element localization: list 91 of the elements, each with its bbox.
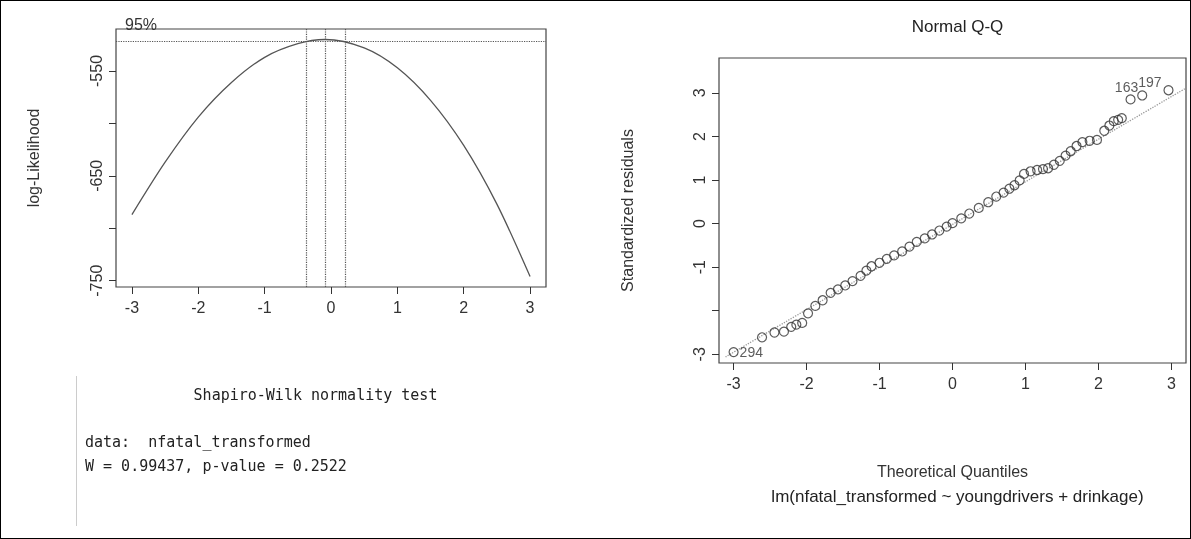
x-tick-label: 2	[1093, 374, 1103, 392]
point	[756, 332, 768, 343]
point	[1054, 155, 1065, 166]
point	[904, 241, 915, 252]
text: data: nfatal_transformed	[85, 432, 312, 453]
point	[889, 250, 900, 261]
point	[855, 270, 866, 281]
point	[934, 225, 945, 236]
point	[1004, 183, 1015, 194]
point	[791, 319, 802, 330]
point	[947, 218, 958, 229]
x-tick-label: -2	[799, 374, 814, 392]
point	[1125, 94, 1136, 105]
point	[1108, 116, 1119, 127]
point	[926, 229, 938, 240]
x-tick-label: 1	[1021, 374, 1031, 392]
point	[802, 308, 814, 319]
point	[825, 287, 836, 298]
point	[810, 300, 821, 312]
point	[1099, 125, 1110, 136]
point	[1077, 136, 1088, 148]
point	[1060, 150, 1071, 161]
point	[956, 213, 967, 224]
point	[847, 275, 858, 287]
y-tick-label: 0	[690, 219, 708, 229]
point	[1065, 146, 1076, 157]
y-tick-label: 3	[690, 88, 708, 98]
text: lm(nfatal_transformed ~ youngdrivers + drinkage)	[771, 487, 1144, 506]
point	[1037, 164, 1049, 175]
point	[1018, 168, 1030, 179]
point	[1163, 85, 1174, 96]
x-tick-label: 1	[392, 298, 402, 316]
y-tick-label: -750	[87, 264, 105, 297]
y-tick-label: -3	[690, 347, 708, 362]
point	[728, 347, 739, 358]
y-tick-label: 2	[690, 131, 708, 141]
point	[1091, 134, 1103, 146]
y-tick-label: -650	[87, 159, 105, 192]
annotation: 95%	[125, 15, 158, 33]
point	[1014, 175, 1025, 186]
point	[1043, 163, 1054, 174]
x-tick-label: 2	[459, 298, 469, 316]
point	[919, 233, 930, 244]
point	[832, 284, 844, 295]
y-tick-label: -1	[690, 259, 708, 275]
x-tick-label: -1	[872, 374, 887, 392]
point	[1084, 135, 1095, 146]
point	[1071, 140, 1082, 152]
point	[881, 253, 892, 264]
y-tick-label: 1	[690, 175, 708, 185]
x-axis-title: Theoretical Quantiles	[876, 462, 1029, 480]
annotation: 294	[739, 344, 764, 361]
point	[1025, 166, 1036, 177]
point	[897, 246, 908, 257]
point	[1048, 159, 1060, 170]
point	[1032, 164, 1043, 176]
point	[1137, 90, 1148, 101]
point	[1104, 120, 1115, 131]
point	[786, 321, 797, 332]
x-tick-label: 0	[948, 374, 958, 392]
point	[973, 202, 984, 213]
point	[769, 327, 780, 338]
x-tick-label: -2	[191, 298, 206, 316]
point	[874, 257, 885, 268]
point	[983, 197, 994, 208]
point	[1009, 180, 1020, 191]
point	[866, 261, 877, 272]
point	[861, 265, 872, 276]
point	[964, 208, 975, 219]
y-tick-label: -550	[87, 54, 105, 87]
y-axis-title: Standardized residuals	[618, 129, 636, 292]
x-tick-label: 3	[525, 298, 535, 316]
text: Shapiro-Wilk normality test	[192, 386, 439, 404]
x-tick-label: 0	[326, 298, 336, 316]
point	[998, 187, 1009, 198]
point	[797, 317, 808, 329]
text: W = 0.99437, p-value = 0.2522	[85, 456, 348, 477]
point	[778, 326, 790, 337]
point	[911, 236, 922, 247]
annotation: 163	[1114, 79, 1139, 96]
x-tick-label: -3	[124, 298, 140, 316]
chart-title: Normal Q-Q	[911, 17, 1004, 36]
point	[840, 280, 851, 291]
y-axis-title: log-Likelihood	[24, 108, 42, 208]
point	[817, 295, 828, 306]
x-tick-label: -1	[257, 298, 272, 316]
x-tick-label: 3	[1166, 374, 1176, 392]
point	[991, 191, 1002, 202]
point	[941, 221, 952, 232]
annotation: 197	[1138, 74, 1162, 91]
x-tick-label: -3	[726, 374, 741, 392]
